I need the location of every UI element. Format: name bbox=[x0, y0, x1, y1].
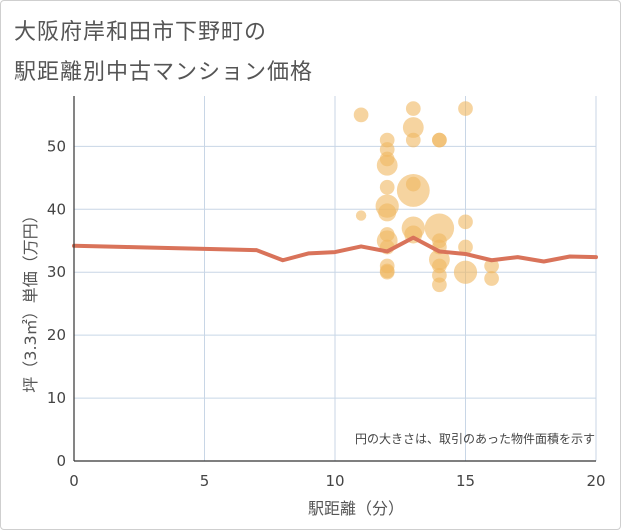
data-bubble bbox=[378, 203, 397, 222]
x-axis-label: 駅距離（分） bbox=[308, 499, 404, 518]
line-layer bbox=[72, 235, 598, 264]
data-bubble bbox=[458, 101, 473, 116]
data-bubble bbox=[484, 258, 499, 274]
x-tick-label: 5 bbox=[200, 472, 210, 490]
grid bbox=[74, 96, 597, 461]
y-tick-label: 40 bbox=[47, 200, 66, 218]
y-axis-label: 坪（3.3㎡）単価（万円） bbox=[21, 207, 40, 392]
axes bbox=[73, 96, 596, 462]
x-tick-label: 0 bbox=[69, 472, 79, 490]
y-tick-label: 10 bbox=[47, 389, 66, 407]
y-tick-label: 0 bbox=[56, 452, 66, 470]
y-tick-label: 50 bbox=[47, 137, 66, 155]
x-tick-label: 10 bbox=[325, 472, 344, 490]
data-bubble bbox=[379, 179, 395, 195]
data-bubble bbox=[405, 176, 421, 192]
data-bubble bbox=[432, 132, 447, 148]
data-bubble bbox=[379, 227, 395, 242]
size-note: 円の大きさは、取引のあった物件面積を示す bbox=[355, 431, 595, 446]
data-bubble bbox=[458, 214, 473, 230]
data-bubble bbox=[353, 107, 369, 123]
data-bubble bbox=[379, 264, 395, 280]
bubble-layer bbox=[353, 101, 499, 293]
data-bubble bbox=[432, 277, 447, 293]
average-line bbox=[72, 235, 598, 264]
data-bubble bbox=[484, 271, 499, 286]
chart-title-line1: 大阪府岸和田市下野町の bbox=[14, 20, 268, 45]
data-bubble bbox=[405, 132, 421, 148]
y-tick-label: 30 bbox=[47, 263, 66, 281]
data-bubble bbox=[402, 117, 424, 138]
data-bubble bbox=[355, 210, 367, 221]
data-bubble bbox=[379, 151, 395, 167]
data-bubble bbox=[424, 213, 455, 243]
tick-labels: 0 5 10 15 20 0 10 20 30 40 50 bbox=[47, 137, 606, 490]
chart-title-line2: 駅距離別中古マンション価格 bbox=[14, 60, 314, 85]
data-bubble bbox=[405, 101, 421, 116]
data-bubble bbox=[458, 239, 473, 255]
y-tick-label: 20 bbox=[47, 326, 66, 344]
x-tick-label: 15 bbox=[456, 472, 475, 490]
x-tick-label: 20 bbox=[586, 472, 605, 490]
data-bubble bbox=[453, 260, 478, 284]
